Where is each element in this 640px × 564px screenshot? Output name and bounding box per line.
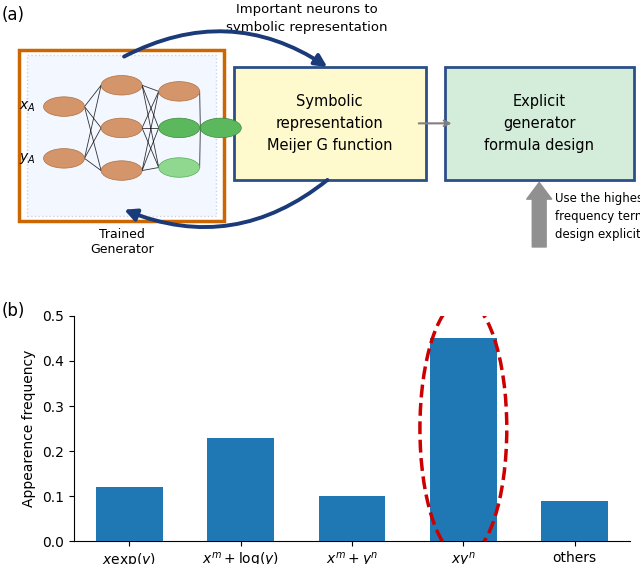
Circle shape (159, 82, 200, 101)
FancyBboxPatch shape (445, 67, 634, 180)
Text: (b): (b) (1, 302, 24, 320)
Text: Explicit
generator
formula design: Explicit generator formula design (484, 94, 594, 153)
Circle shape (44, 149, 84, 168)
Circle shape (101, 76, 142, 95)
Bar (319, 496, 385, 541)
Bar (541, 501, 608, 541)
Circle shape (159, 158, 200, 177)
Bar (27, 55, 216, 216)
Text: Trained
Generator: Trained Generator (90, 228, 154, 257)
Circle shape (159, 118, 200, 138)
Bar (430, 338, 497, 541)
FancyArrowPatch shape (527, 183, 552, 247)
Circle shape (200, 118, 241, 138)
FancyBboxPatch shape (19, 50, 224, 221)
Text: Symbolic
representation
Meijer G function: Symbolic representation Meijer G functio… (267, 94, 392, 153)
Text: $x_A$: $x_A$ (19, 99, 35, 114)
Circle shape (44, 97, 84, 116)
Text: Important neurons to
symbolic representation: Important neurons to symbolic representa… (227, 3, 388, 34)
Bar (207, 438, 274, 541)
Y-axis label: Appearence frequency: Appearence frequency (22, 350, 36, 508)
Text: Use the highest
frequency term to
design explicit formula: Use the highest frequency term to design… (556, 192, 640, 241)
Circle shape (101, 118, 142, 138)
Text: $y_A$: $y_A$ (19, 151, 35, 166)
FancyBboxPatch shape (234, 67, 426, 180)
Text: (a): (a) (1, 6, 24, 24)
Circle shape (101, 161, 142, 180)
Bar (96, 487, 163, 541)
